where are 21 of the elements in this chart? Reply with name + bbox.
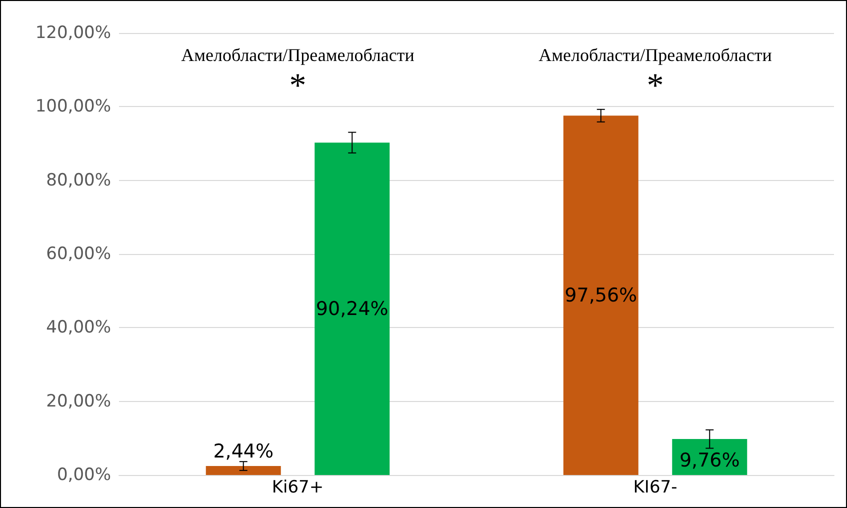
data-label: 9,76% [679, 450, 740, 472]
y-tick-label: 100,00% [35, 96, 111, 117]
y-tick-label: 40,00% [46, 318, 111, 338]
bar [563, 116, 638, 475]
y-tick-label: 80,00% [46, 170, 111, 190]
y-tick-label: 20,00% [46, 391, 111, 412]
annotation: Амелобласти/Преамелобласти [181, 45, 415, 66]
y-tick-label: 0,00% [56, 465, 111, 485]
bar [206, 466, 281, 475]
data-label: 97,56% [564, 284, 638, 306]
annotation: * [289, 68, 306, 105]
data-label: 90,24% [316, 298, 388, 320]
y-tick-label: 120,00% [35, 23, 111, 43]
annotation: * [646, 68, 664, 105]
annotation: Амелобласти/Преамелобласти [538, 45, 772, 66]
bar [314, 142, 390, 475]
x-tick-label: KI67- [633, 478, 678, 498]
data-label: 2,44% [213, 440, 274, 463]
y-tick-label: 60,00% [46, 244, 111, 264]
x-tick-label: Ki67+ [272, 478, 324, 498]
bar [672, 439, 748, 475]
